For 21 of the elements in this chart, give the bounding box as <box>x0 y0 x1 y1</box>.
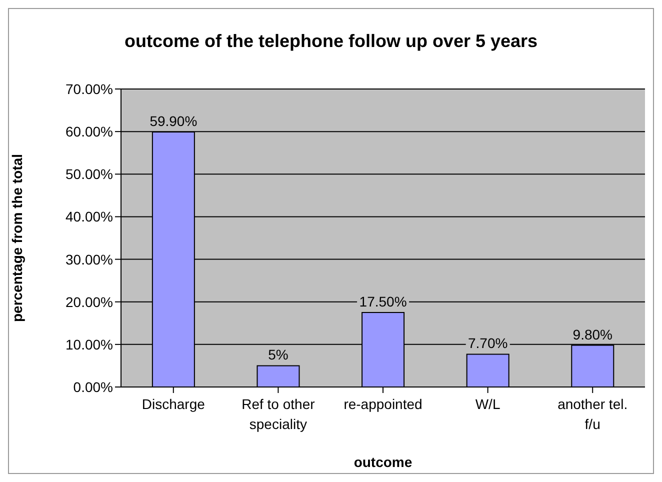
data-label: 7.70% <box>468 335 508 352</box>
y-tick-label: 20.00% <box>66 294 113 310</box>
y-tick-label: 50.00% <box>66 166 113 182</box>
x-tick-label: Ref to other speciality <box>242 396 316 432</box>
y-tick-label: 70.00% <box>66 80 113 97</box>
y-tick-label: 40.00% <box>66 208 113 225</box>
data-label: 17.50% <box>359 294 407 310</box>
x-tick-label: W/L <box>475 396 500 412</box>
data-label: 59.90% <box>150 112 198 129</box>
y-tick-label: 60.00% <box>66 124 113 140</box>
y-tick-label: 0.00% <box>73 378 113 395</box>
x-tick-label: another tel. f/u <box>558 396 628 432</box>
y-tick-label: 30.00% <box>66 251 113 268</box>
y-tick-label: 10.00% <box>66 336 113 352</box>
data-label: 9.80% <box>572 326 612 342</box>
data-label: 5% <box>268 346 288 363</box>
x-tick-label: Discharge <box>142 396 206 412</box>
x-tick-label: re-appointed <box>344 396 422 412</box>
x-axis-title: outcome <box>354 454 412 470</box>
chart-title: outcome of the telephone follow up over 5 years <box>123 30 539 53</box>
y-axis-title: percentage from the total <box>8 154 25 322</box>
